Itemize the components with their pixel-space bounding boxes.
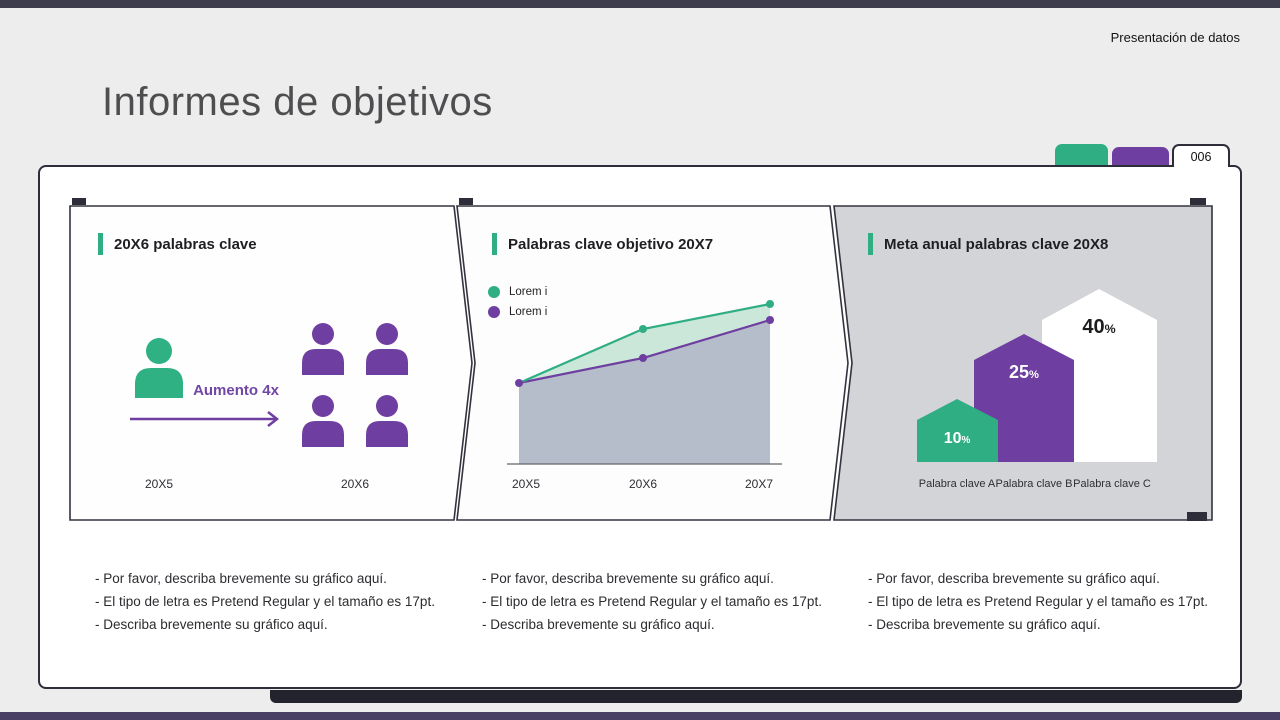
data-point — [515, 379, 523, 387]
note-line: - El tipo de letra es Pretend Regular y … — [95, 594, 435, 609]
corner-accent — [1190, 198, 1206, 205]
corner-accent — [72, 198, 86, 205]
note-line: - Por favor, describa brevemente su gráf… — [482, 571, 774, 586]
panel3-header-text: Meta anual palabras clave 20X8 — [884, 235, 1109, 253]
corner-accent — [459, 198, 473, 205]
data-point — [766, 300, 774, 308]
panel2-x-label: 20X5 — [511, 477, 541, 491]
panel1-x-label: 20X6 — [340, 477, 370, 491]
legend-item: Lorem i — [488, 306, 547, 318]
panel2-header: Palabras clave objetivo 20X7 — [492, 233, 713, 255]
legend-label: Lorem i — [509, 306, 548, 318]
bar-value-number: 25 — [1009, 362, 1030, 382]
bar-value-unit: % — [1104, 322, 1116, 336]
panel1-header-text: 20X6 palabras clave — [114, 235, 257, 253]
data-point — [639, 354, 647, 362]
pentagon-bars — [917, 289, 1157, 462]
panel2-x-label: 20X7 — [744, 477, 774, 491]
note-line: - Por favor, describa brevemente su gráf… — [95, 571, 387, 586]
legend-label: Lorem i — [509, 286, 548, 298]
page-number: 006 — [1190, 149, 1212, 164]
bottom-accent-bar — [270, 690, 1242, 703]
panel2-notes: - Por favor, describa brevemente su gráf… — [482, 567, 822, 636]
person-icon-purple — [302, 323, 344, 375]
pentagon-bar-a — [917, 399, 998, 462]
panel3-category-label: Palabra clave A — [918, 478, 996, 490]
panel3-notes: - Por favor, describa brevemente su gráf… — [868, 567, 1208, 636]
panel1-x-label: 20X5 — [144, 477, 174, 491]
panel3-category-label: Palabra clave C — [1073, 478, 1151, 490]
note-line: - Describa brevemente su gráfico aquí. — [868, 617, 1101, 632]
legend-item: Lorem i — [488, 286, 547, 298]
top-accent-bar — [0, 0, 1280, 8]
bar-value-unit: % — [1029, 369, 1039, 381]
increase-annotation: Aumento 4x — [193, 382, 279, 399]
panel1-header: 20X6 palabras clave — [98, 233, 257, 255]
increase-arrow — [130, 411, 280, 427]
note-line: - El tipo de letra es Pretend Regular y … — [482, 594, 822, 609]
panel2-x-label: 20X6 — [628, 477, 658, 491]
bar-value-b: 25% — [1009, 362, 1039, 383]
pentagon-bar-b — [974, 334, 1074, 462]
content-board: 20X6 palabras clave Palabras clave objet… — [38, 165, 1242, 689]
panels-graphic — [69, 198, 1213, 521]
header-accent-bar — [868, 233, 873, 255]
bar-value-a: 10% — [944, 430, 971, 448]
bar-value-number: 40 — [1082, 316, 1105, 338]
note-line: - Describa brevemente su gráfico aquí. — [95, 617, 328, 632]
corner-accent — [1187, 512, 1207, 521]
person-icon-green — [135, 338, 183, 398]
bar-value-number: 10 — [943, 430, 962, 447]
header-accent-bar — [492, 233, 497, 255]
tab-page-number[interactable]: 006 — [1172, 144, 1230, 167]
tab-green[interactable] — [1055, 144, 1108, 166]
legend-dot-purple — [488, 306, 500, 318]
note-line: - Por favor, describa brevemente su gráf… — [868, 571, 1160, 586]
note-line: - Describa brevemente su gráfico aquí. — [482, 617, 715, 632]
note-line: - El tipo de letra es Pretend Regular y … — [868, 594, 1208, 609]
area-chart — [507, 300, 782, 465]
bar-value-unit: % — [961, 435, 971, 446]
panel3-header: Meta anual palabras clave 20X8 — [868, 233, 1108, 255]
header-accent-bar — [98, 233, 103, 255]
chart-legend: Lorem i Lorem i — [488, 286, 547, 318]
panel1-notes: - Por favor, describa brevemente su gráf… — [95, 567, 435, 636]
person-icon-purple — [366, 323, 408, 375]
deck-label: Presentación de datos — [1110, 30, 1240, 45]
tab-purple[interactable] — [1112, 147, 1169, 166]
panel2-header-text: Palabras clave objetivo 20X7 — [508, 235, 714, 253]
legend-dot-green — [488, 286, 500, 298]
page-title: Informes de objetivos — [102, 80, 493, 124]
person-icon-purple — [302, 395, 344, 447]
person-icon-purple — [366, 395, 408, 447]
bottom-strip — [0, 712, 1280, 720]
panel3-category-label: Palabra clave B — [995, 478, 1073, 490]
data-point — [639, 325, 647, 333]
area-fill-green — [519, 304, 770, 383]
bar-value-c: 40% — [1082, 316, 1115, 339]
area-fill-gray — [519, 320, 770, 464]
data-point — [766, 316, 774, 324]
